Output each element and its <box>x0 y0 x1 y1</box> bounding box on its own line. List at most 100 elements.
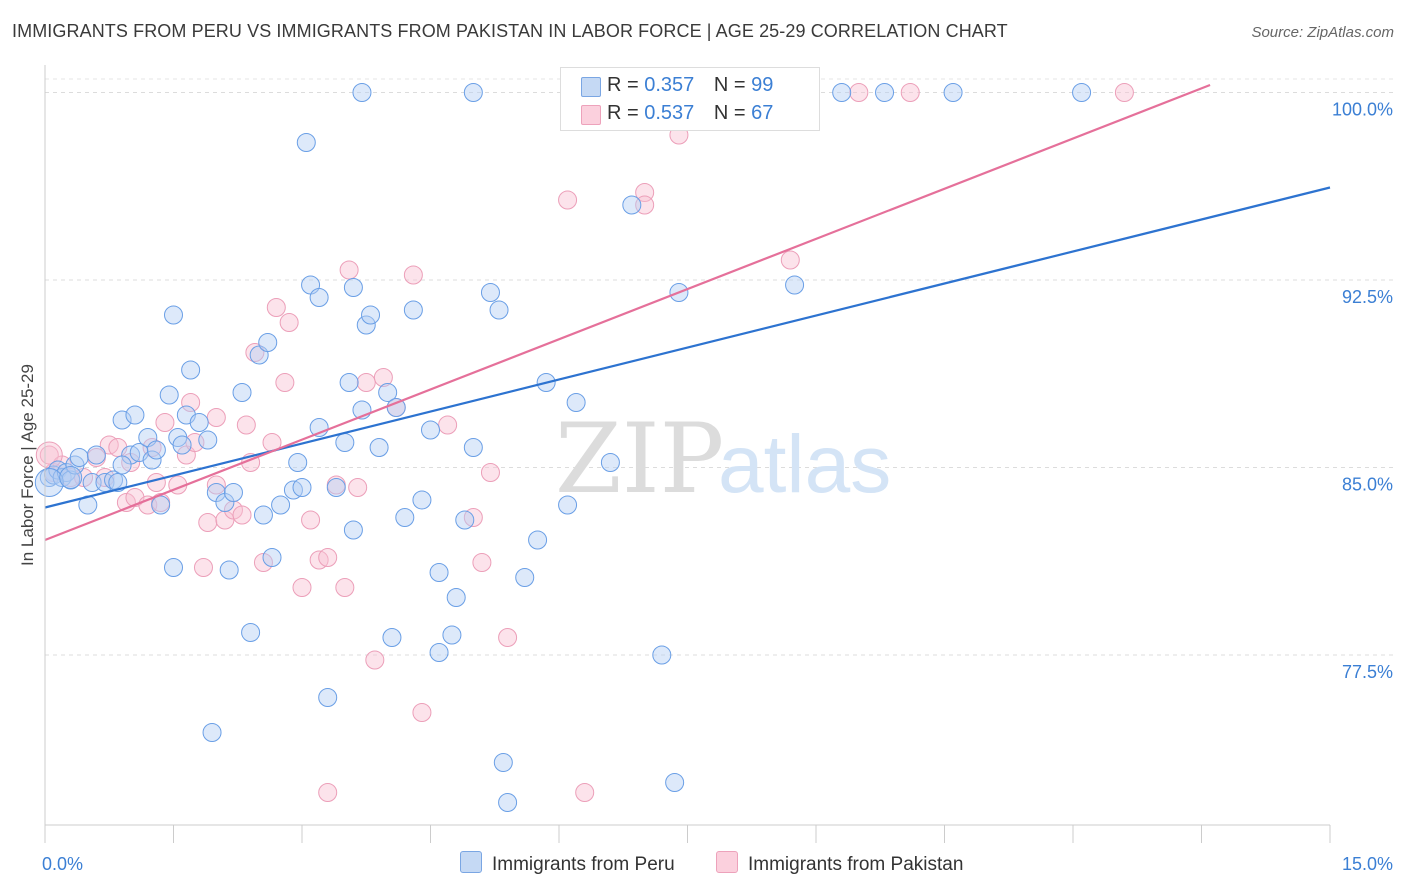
peru-point <box>382 628 402 647</box>
pakistan-point <box>198 513 218 532</box>
peru-point <box>253 505 273 525</box>
peru-point <box>159 385 179 405</box>
pakistan-point <box>498 628 518 647</box>
r-label: R = <box>607 102 645 124</box>
watermark-zip: ZIP <box>555 403 724 515</box>
watermark-atlas: atlas <box>718 419 891 510</box>
peru-point <box>875 83 895 102</box>
peru-point <box>172 435 192 455</box>
y-tick-label: 92.5% <box>1342 287 1393 307</box>
peru-point <box>164 558 183 577</box>
peru-point <box>356 315 376 335</box>
peru-point <box>412 490 432 510</box>
pakistan-point <box>193 558 213 577</box>
peru-point <box>785 275 805 295</box>
peru-point <box>515 568 535 587</box>
peru-point <box>112 410 132 430</box>
y-tick-label: 77.5% <box>1342 662 1393 682</box>
series-legend: Immigrants from Peru Immigrants from Pak… <box>0 851 1406 877</box>
peru-point <box>241 623 261 642</box>
peru-point <box>480 283 500 302</box>
peru-point <box>652 645 672 665</box>
peru-point <box>335 433 355 452</box>
legend-item-peru[interactable]: Immigrants from Peru <box>460 851 675 876</box>
pakistan-point <box>266 298 286 317</box>
pakistan-point <box>900 83 920 102</box>
peru-point <box>1072 83 1092 102</box>
peru-point <box>339 373 359 392</box>
peru-point <box>600 453 620 472</box>
peru-point <box>446 588 466 607</box>
pakistan-point <box>412 703 432 722</box>
n-value-peru: 99 <box>751 74 774 96</box>
peru-point <box>232 383 252 402</box>
legend-label-peru: Immigrants from Peru <box>492 854 675 875</box>
peru-point <box>271 495 291 515</box>
peru-point <box>292 478 312 497</box>
peru-point <box>361 305 381 325</box>
watermark: ZIP atlas <box>555 403 891 515</box>
pakistan-point <box>480 463 500 482</box>
source-label: Source: ZipAtlas.com <box>1251 24 1394 41</box>
x-tick-label-min: 0.0% <box>42 854 83 874</box>
peru-point <box>455 510 475 530</box>
peru-point <box>343 520 363 540</box>
pakistan-point <box>335 578 355 597</box>
peru-point <box>369 438 389 457</box>
pakistan-point <box>403 265 423 285</box>
y-tick-label: 100.0% <box>1332 100 1393 120</box>
peru-point <box>429 643 449 662</box>
gridlines <box>45 78 1395 656</box>
peru-point <box>296 133 316 152</box>
peru-point <box>566 393 586 412</box>
peru-point <box>219 560 239 580</box>
pakistan-point <box>318 783 338 802</box>
peru-point <box>528 530 548 550</box>
peru-point <box>489 300 509 320</box>
pakistan-point <box>365 650 385 670</box>
peru-point <box>463 438 483 457</box>
pakistan-point <box>275 373 295 392</box>
pakistan-point <box>155 413 175 432</box>
pakistan-point <box>206 408 226 427</box>
legend-item-pakistan[interactable]: Immigrants from Pakistan <box>716 851 963 876</box>
pakistan-point <box>301 510 321 530</box>
peru-point <box>151 495 171 515</box>
peru-point <box>498 793 518 812</box>
stats-row-pakistan: R = 0.537 N = 67 <box>581 102 773 125</box>
peru-point <box>318 688 338 707</box>
pakistan-point <box>292 578 312 597</box>
pakistan-point <box>780 250 800 270</box>
peru-point <box>943 83 963 102</box>
peru-point <box>112 455 132 475</box>
stats-legend: R = 0.357 N = 99 R = 0.537 N = 67 <box>560 67 820 131</box>
peru-point <box>181 360 201 380</box>
peru-point <box>421 420 440 440</box>
peru-point <box>558 495 578 515</box>
peru-point <box>108 473 128 492</box>
pakistan-point <box>279 313 299 332</box>
peru-point <box>146 440 166 460</box>
peru-point <box>202 723 222 742</box>
peru-point <box>198 430 218 450</box>
peru-point <box>262 548 282 567</box>
peru-point <box>288 453 308 472</box>
pakistan-point <box>849 83 869 102</box>
pakistan-swatch <box>581 105 601 125</box>
pakistan-point <box>236 415 256 435</box>
trend-line-peru <box>44 186 1331 509</box>
pakistan-point <box>318 548 338 567</box>
peru-point <box>343 278 363 297</box>
y-axis-label: In Labor Force | Age 25-29 <box>18 364 37 566</box>
peru-legend-swatch <box>460 851 482 873</box>
pakistan-point <box>438 415 458 435</box>
peru-point <box>309 288 329 307</box>
peru-point <box>622 195 642 215</box>
tick-labels: 77.5% 85.0% 92.5% 100.0% 0.0% 15.0% <box>42 100 1393 875</box>
pakistan-point <box>1114 83 1134 102</box>
peru-point <box>86 445 106 465</box>
pakistan-point <box>575 783 595 802</box>
peru-point <box>326 478 346 497</box>
peru-point <box>493 753 513 772</box>
